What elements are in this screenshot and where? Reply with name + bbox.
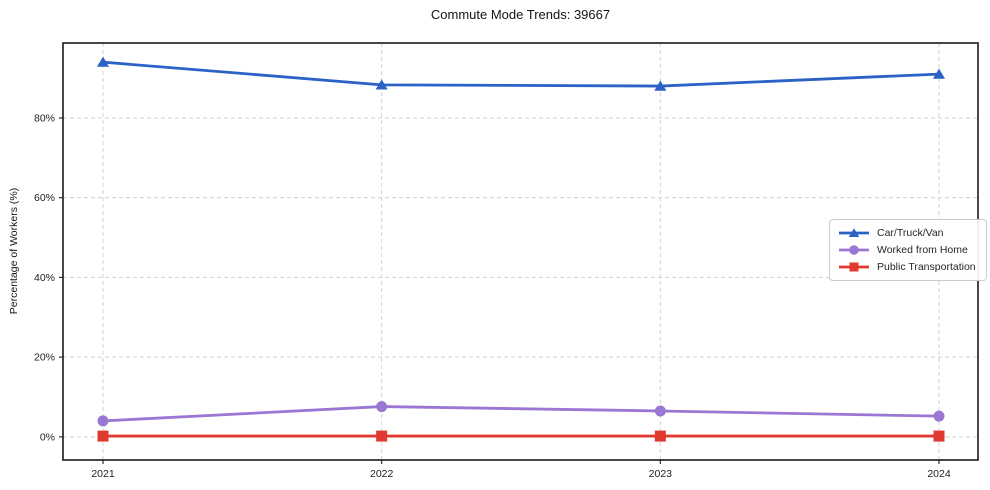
x-tick-label: 2023 — [649, 468, 673, 480]
x-tick-label: 2021 — [91, 468, 115, 480]
legend-square-swatch-icon — [839, 262, 869, 272]
y-tick-label: 60% — [34, 192, 55, 204]
legend-item: Public Transportation — [838, 260, 976, 274]
y-tick-label: 80% — [34, 112, 55, 124]
triangle-marker-icon — [96, 56, 110, 67]
x-tick-label: 2024 — [927, 468, 951, 480]
circle-marker-icon — [654, 405, 666, 417]
legend-triangle-swatch-icon — [839, 228, 869, 237]
legend-label: Car/Truck/Van — [877, 227, 944, 239]
legend-item: Worked from Home — [838, 243, 976, 257]
legend-label: Public Transportation — [877, 261, 976, 273]
triangle-marker-icon — [375, 79, 388, 90]
circle-marker-icon — [97, 415, 109, 427]
x-tick-label: 2022 — [370, 468, 394, 480]
series-triangle — [96, 56, 946, 91]
triangle-marker-icon — [654, 80, 667, 91]
circle-marker-icon — [376, 401, 388, 413]
series-circle — [97, 401, 945, 427]
square-marker-icon — [376, 430, 388, 442]
square-marker-icon — [933, 430, 945, 442]
legend-label: Worked from Home — [877, 244, 968, 256]
y-tick-label: 40% — [34, 272, 55, 284]
series-square — [97, 430, 945, 442]
triangle-marker-icon — [932, 68, 946, 79]
legend: Car/Truck/Van Worked from Home Public Tran… — [829, 219, 987, 281]
square-marker-icon — [654, 430, 666, 442]
legend-circle-swatch-icon — [839, 245, 869, 255]
series-line — [101, 405, 941, 423]
series-line — [101, 60, 941, 88]
chart-title: Commute Mode Trends: 39667 — [430, 7, 611, 22]
y-tick-label: 0% — [40, 431, 55, 443]
circle-marker-icon — [933, 410, 945, 422]
axes: 0% 20% 40% 60% 80% 2021 2022 2023 2024 — [34, 112, 951, 480]
y-tick-label: 20% — [34, 352, 55, 364]
legend-item: Car/Truck/Van — [838, 226, 976, 240]
square-marker-icon — [97, 430, 109, 442]
